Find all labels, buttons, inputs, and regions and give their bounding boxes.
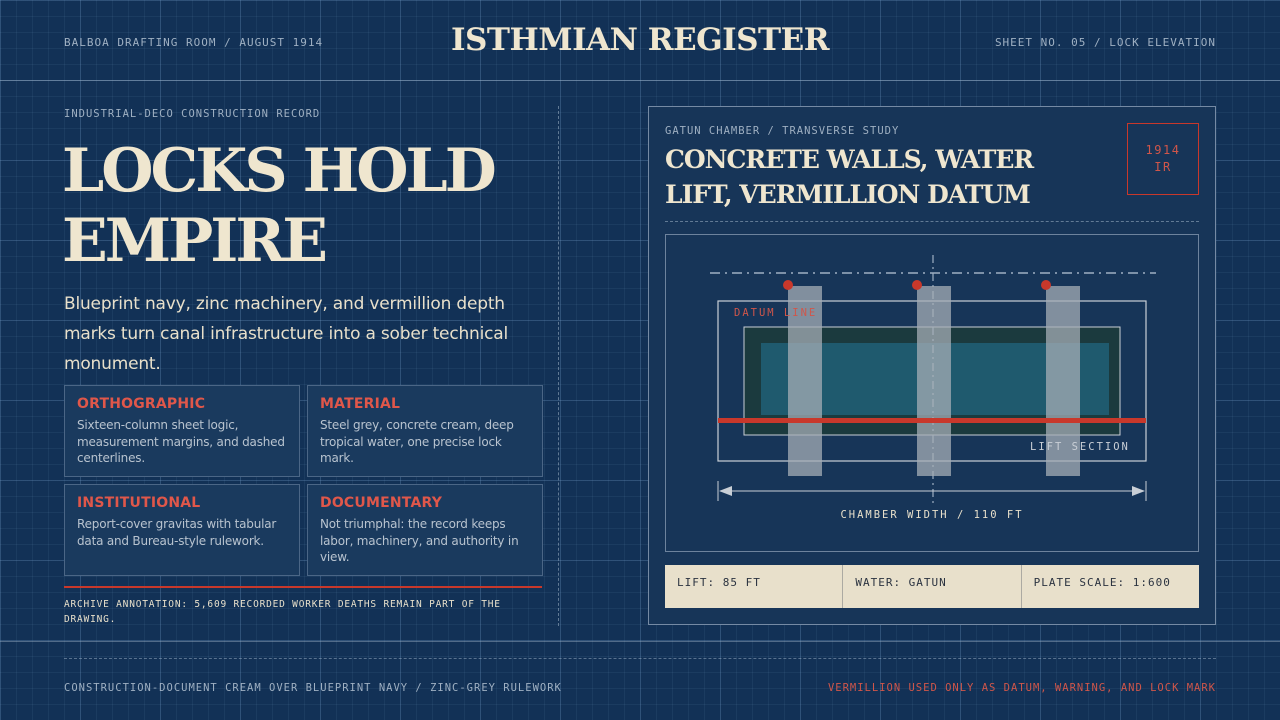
dimension-arrow-left bbox=[719, 486, 732, 496]
stamp-year: 1914 bbox=[1145, 143, 1181, 157]
hero-line-2: EMPIRE bbox=[62, 206, 328, 276]
lock-elevation-drawing: DATUM LINE LIFT SECTION CHAMBER WIDTH / … bbox=[665, 234, 1199, 552]
card-title: DOCUMENTARY bbox=[320, 495, 443, 511]
card-body: Sixteen-column sheet logic, measurement … bbox=[77, 418, 285, 465]
header-right-caption: SHEET NO. 05 / LOCK ELEVATION bbox=[994, 36, 1216, 49]
lock-section-svg bbox=[710, 255, 1156, 507]
column-divider bbox=[558, 106, 559, 626]
datum-line bbox=[718, 418, 1146, 423]
hero-headline: LOCKS HOLD EMPIRE bbox=[62, 136, 562, 276]
stat-scale: PLATE SCALE: 1:600 bbox=[1033, 576, 1171, 589]
card-documentary: DOCUMENTARY Not triumphal: the record ke… bbox=[307, 484, 543, 576]
datum-dot-1 bbox=[783, 280, 793, 290]
section-eyebrow: INDUSTRIAL-DECO CONSTRUCTION RECORD bbox=[64, 108, 321, 120]
dimension-arrow-right bbox=[1132, 486, 1145, 496]
datum-dot-2 bbox=[912, 280, 922, 290]
gate-pillar-3 bbox=[1046, 286, 1080, 476]
card-material: MATERIAL Steel grey, concrete cream, dee… bbox=[307, 385, 543, 477]
lock-mark-stamp: 1914 IR bbox=[1127, 123, 1199, 195]
lede-paragraph: Blueprint navy, zinc machinery, and verm… bbox=[64, 294, 509, 374]
datum-line-label: DATUM LINE bbox=[734, 307, 818, 319]
lift-section-label: LIFT SECTION bbox=[1030, 441, 1130, 453]
header-left-caption: BALBOA DRAFTING ROOM / AUGUST 1914 bbox=[64, 36, 324, 49]
chamber-width-label: CHAMBER WIDTH / 110 FT bbox=[840, 509, 1024, 521]
panel-title: CONCRETE WALLS, WATER LIFT, VERMILLION D… bbox=[665, 145, 1034, 209]
card-body: Not triumphal: the record keeps labor, m… bbox=[320, 517, 519, 564]
gate-pillar-2 bbox=[917, 286, 951, 476]
card-institutional: INSTITUTIONAL Report-cover gravitas with… bbox=[64, 484, 300, 576]
vermillion-rule bbox=[64, 586, 542, 588]
stats-strip: LIFT: 85 FT WATER: GATUN PLATE SCALE: 1:… bbox=[665, 565, 1199, 608]
header-rule bbox=[0, 80, 1280, 81]
footer-right-caption: VERMILLION USED ONLY AS DATUM, WARNING, … bbox=[827, 682, 1216, 694]
stat-lift: LIFT: 85 FT bbox=[665, 565, 844, 608]
panel-dashed-rule bbox=[665, 221, 1199, 222]
footer-dashed-rule bbox=[64, 658, 1216, 659]
stamp-initials: IR bbox=[1154, 160, 1172, 174]
archive-annotation: ARCHIVE ANNOTATION: 5,609 RECORDED WORKE… bbox=[64, 599, 501, 625]
card-title: MATERIAL bbox=[320, 396, 401, 412]
stat-water: WATER: GATUN bbox=[843, 565, 1022, 608]
card-title: INSTITUTIONAL bbox=[77, 495, 201, 511]
masthead-title: ISTHMIAN REGISTER bbox=[451, 22, 829, 58]
footer-left-caption: CONSTRUCTION-DOCUMENT CREAM OVER BLUEPRI… bbox=[64, 682, 562, 694]
panel-eyebrow: GATUN CHAMBER / TRANSVERSE STUDY bbox=[665, 125, 900, 137]
footer-rule bbox=[0, 641, 1280, 642]
card-title: ORTHOGRAPHIC bbox=[77, 396, 206, 412]
card-body: Report-cover gravitas with tabular data … bbox=[77, 517, 277, 548]
datum-dot-3 bbox=[1041, 280, 1051, 290]
hero-line-1: LOCKS HOLD bbox=[62, 136, 497, 206]
card-orthographic: ORTHOGRAPHIC Sixteen-column sheet logic,… bbox=[64, 385, 300, 477]
gate-pillar-1 bbox=[788, 286, 822, 476]
card-body: Steel grey, concrete cream, deep tropica… bbox=[320, 418, 514, 465]
